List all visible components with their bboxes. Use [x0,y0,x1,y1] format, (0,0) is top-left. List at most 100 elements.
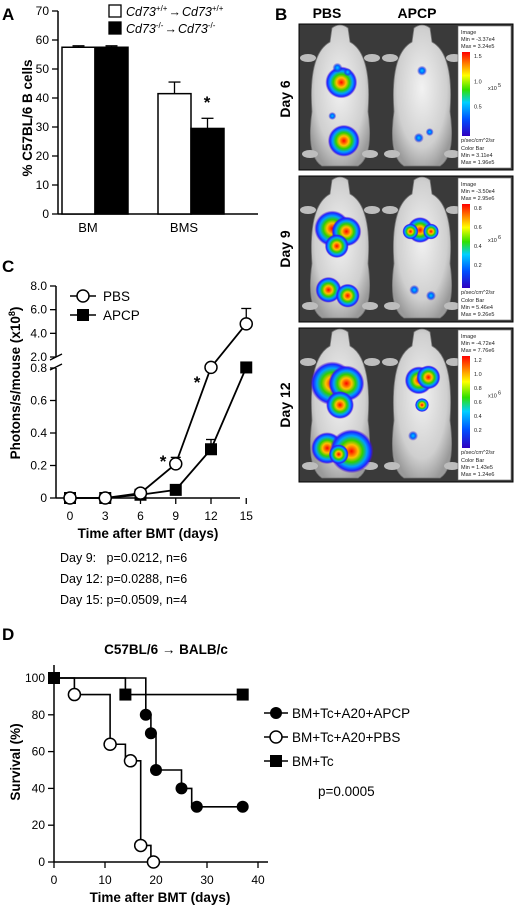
panel-b-image-frame [298,327,514,483]
panel-b-colorbar-text: 0.8 [474,206,482,212]
panel-c-ylabel: Photons/s/mouse (x108) [7,307,23,460]
panel-c-stat-day12: Day 12: p=0.0288, n=6 [60,572,187,586]
panel-c-legend-marker-apcp [77,309,89,321]
panel-b-mouse-limb [384,462,400,470]
panel-b-colorbar-text: 1.0 [474,79,482,85]
panel-b-signal-spot [416,365,441,390]
panel-d-xtick-label: 40 [251,873,265,887]
panel-a-significance-star: * [204,93,211,112]
panel-b-image-frame [298,23,514,171]
panel-b-colorbar-text: x10 [488,86,497,92]
panel-label-a: A [2,5,14,24]
panel-d-point-apcp [175,782,188,795]
panel-d-point-apcp [236,800,249,813]
panel-b-colorbar-text: 0.4 [474,414,482,420]
panel-b-colorbar-text: Min = 1.43e5 [461,465,493,471]
panel-c-ytick-label: 0.6 [30,394,47,408]
panel-a-ytick-label: 50 [36,62,50,76]
panel-b-colorbar-text: x10 [488,394,497,400]
panel-a-ytick-label: 10 [36,178,50,192]
panel-d-xtick-label: 30 [200,873,214,887]
panel-d-point-pbs [123,754,138,768]
panel-b-mouse-limb [384,150,400,158]
panel-b-signal-spot [417,65,427,76]
panel-d-survival-chart: C57BL/6 → BALB/c Survival (%) 0 20 40 60 80 1… [8,642,410,905]
panel-c-ytick-label: 0.2 [30,459,47,473]
panel-c-stat-day15: Day 15: p=0.0509, n=4 [60,593,187,607]
panel-b-colorbar-text: Color Bar [461,146,484,152]
panel-b-colorbar-text: Max = 2.95e6 [461,196,494,202]
panel-a-bar-bms-wt [157,92,192,215]
panel-b-signal-spot [328,444,349,465]
panel-b-mouse-limb [302,462,318,470]
panel-b-colorbar-text: Max = 1.24e6 [461,472,494,478]
panel-d-ytick-label: 80 [32,708,46,722]
panel-label-c: C [2,257,14,276]
panel-d-point-pbs [67,687,82,702]
panel-b-day9-label: Day 9 [277,230,293,268]
panel-d-curve-2 [54,677,243,696]
panel-d-ytick-label: 60 [32,745,46,759]
panel-c-star-day12: * [194,373,201,392]
panel-b-colorbar-text: 6 [498,235,501,241]
panel-c-star-day9: * [160,452,167,471]
panel-b-mouse-limb [444,302,460,310]
panel-c-xtick-label: 6 [137,509,144,523]
panel-b-colorbar-text: p/sec/cm^2/sr [461,290,495,296]
panel-d-ytick-label: 100 [25,671,45,685]
panel-b-colorbar-text: Image [461,334,476,340]
panel-b-colorbar-text: Max = 9.26e5 [461,312,494,318]
panel-b-colorbar-text: Max = 1.96e5 [461,160,494,166]
panel-b-day12-label: Day 12 [277,382,293,427]
panel-b-colorbar-gradient [462,204,470,288]
panel-b-colorbar-text: p/sec/cm^2/sr [461,138,495,144]
panel-c-legend-pbs: PBS [103,289,130,304]
panel-b-mouse-limb [382,54,398,62]
panel-b-mouse-limb [384,302,400,310]
panel-d-point-pbs [103,737,117,751]
panel-b-colorbar-text: Max = 3.24e5 [461,44,494,50]
panel-c-ytick-label: 2.0 [30,350,47,364]
panel-b-mouse-limb [302,302,318,310]
panel-b-signal-spot [328,111,337,120]
panel-b-colorbar-text: Image [461,30,476,36]
panel-c-point-pbs [98,491,112,505]
panel-c-point-pbs [133,486,148,500]
panel-a-bar-bm-wt [61,46,96,215]
panel-d-legend-apcp: BM+Tc+A20+APCP [292,706,410,721]
panel-c-point-apcp [240,361,253,374]
panel-a-ytick-label: 70 [36,4,50,18]
panel-a-legend-ko: Cd73-/-→Cd73-/- [126,21,216,36]
panel-c-xtick-label: 3 [102,509,109,523]
panel-b-signal-spot [335,283,360,308]
panel-d-xtick-label: 10 [98,873,112,887]
panel-d-curve-0 [54,677,243,808]
panel-b-signal-spot [324,234,349,259]
panel-b-colorbar-gradient [462,52,470,136]
panel-b-signal-spot [425,128,434,137]
panel-c-ytick-label: 0.8 [30,361,47,375]
panel-a-legend-wt: Cd73+/+→Cd73+/+ [126,4,224,19]
panel-c-xtick-label: 9 [172,509,179,523]
panel-b-mouse-limb [362,302,378,310]
panel-d-xtick-label: 0 [51,873,58,887]
panel-c-legend-apcp: APCP [103,308,140,323]
panel-c-ytick-label: 0.4 [30,426,47,440]
panel-d-xlabel: Time after BMT (days) [90,890,231,905]
panel-b-colorbar-text: Color Bar [461,458,484,464]
panel-d-legend-bmtc: BM+Tc [292,754,334,769]
panel-b-image-frame [298,175,514,323]
panel-b-mouse-limb [444,150,460,158]
panel-d-point-bmtc [119,688,132,701]
panel-label-b: B [275,5,287,24]
panel-c-xtick-label: 15 [240,509,254,523]
panel-a-legend-swatch-ko [108,21,122,35]
panel-a-bar-bms-ko [190,127,225,215]
panel-b-colorbar-text: 0.6 [474,225,482,231]
panel-a-bar-chart: % C57BL/6 B cells 0 10 20 30 40 50 60 70 BM BMS… [20,4,258,235]
panel-b-colorbar-text: 1.0 [474,372,482,378]
panel-b-signal-spot [402,223,419,240]
panel-b-mouse-limb [362,150,378,158]
panel-a-ytick-label: 40 [36,91,50,105]
